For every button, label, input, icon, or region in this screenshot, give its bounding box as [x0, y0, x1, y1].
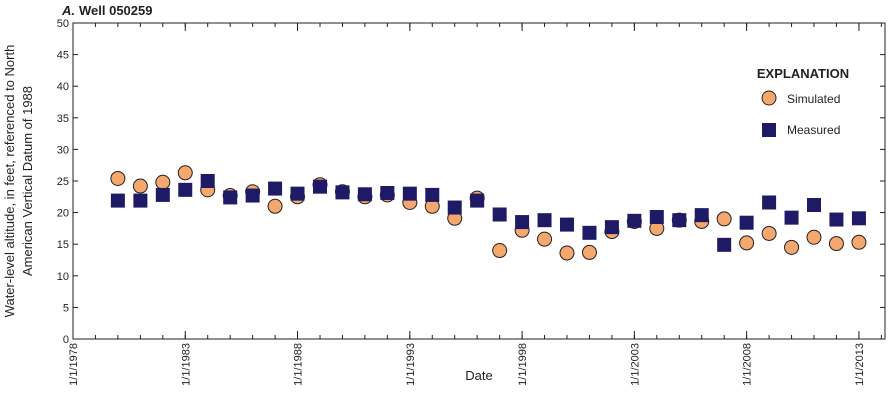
simulated-point: [177, 165, 193, 181]
y-tick-label: 10: [57, 271, 69, 283]
measured-point: [515, 215, 530, 230]
legend-title: EXPLANATION: [757, 66, 849, 81]
measured-point: [851, 211, 866, 226]
panel-label: A.: [61, 3, 75, 18]
measured-point: [492, 207, 507, 222]
y-tick-label: 35: [57, 113, 69, 125]
simulated-point: [739, 235, 755, 251]
x-tick-label: 1/1/2003: [629, 343, 641, 386]
x-axis-label: Date: [465, 368, 492, 383]
simulated-point: [110, 170, 126, 186]
simulated-point: [581, 244, 597, 260]
legend-marker-simulated: [761, 90, 777, 106]
measured-point: [762, 195, 777, 210]
chart-title: A. Well 050259: [61, 3, 152, 18]
measured-point: [739, 215, 754, 230]
x-tick-label: 1/1/2008: [742, 343, 754, 386]
measured-point: [357, 187, 372, 202]
measured-point: [425, 187, 440, 202]
measured-point: [178, 182, 193, 197]
y-tick-label: 50: [57, 18, 69, 30]
simulated-point: [267, 198, 283, 214]
x-tick-label: 1/1/1993: [405, 343, 417, 386]
measured-point: [447, 200, 462, 215]
measured-point: [402, 186, 417, 201]
simulated-point: [155, 174, 171, 190]
measured-point: [335, 185, 350, 200]
y-axis-label-line1: Water-level altitude, in feet, reference…: [2, 45, 17, 318]
measured-point: [672, 213, 687, 228]
simulated-point: [784, 239, 800, 255]
measured-point: [245, 188, 260, 203]
measured-point: [717, 237, 732, 252]
x-axis: 1/1/1978 1/1/1983 1/1/1988 1/1/1993 1/1/1998…: [68, 23, 882, 386]
measured-point: [829, 212, 844, 227]
y-tick-label: 15: [57, 239, 69, 251]
measured-point: [559, 217, 574, 232]
measured-point: [784, 210, 799, 225]
measured-point: [223, 190, 238, 205]
simulated-point: [492, 243, 508, 259]
measured-point: [290, 186, 305, 201]
measured-point: [694, 208, 709, 223]
y-axis-label-line2: American Vertical Datum of 1988: [20, 86, 35, 276]
legend-label-simulated: Simulated: [787, 92, 840, 106]
simulated-point: [761, 225, 777, 241]
y-tick-label: 40: [57, 81, 69, 93]
legend-label-measured: Measured: [787, 123, 840, 137]
measured-point: [627, 213, 642, 228]
simulated-point: [559, 245, 575, 261]
well-name: Well 050259: [79, 3, 152, 18]
x-tick-label: 1/1/1988: [293, 343, 305, 386]
x-tick-label: 1/1/2013: [854, 343, 866, 386]
y-tick-label: 30: [57, 144, 69, 156]
y-tick-label: 0: [63, 334, 69, 346]
y-tick-label: 5: [63, 302, 69, 314]
measured-point: [604, 220, 619, 235]
measured-point: [380, 186, 395, 201]
measured-point: [537, 213, 552, 228]
simulated-point: [716, 211, 732, 227]
measured-point: [806, 198, 821, 213]
simulated-point: [828, 236, 844, 252]
simulated-point: [851, 234, 867, 250]
measured-point: [110, 193, 125, 208]
simulated-point: [132, 178, 148, 194]
measured-point: [313, 179, 328, 194]
legend: EXPLANATION Simulated Measured: [750, 60, 862, 148]
measured-point: [133, 193, 148, 208]
legend-marker-measured: [762, 123, 776, 137]
measured-point: [200, 174, 215, 188]
measured-point: [649, 210, 664, 225]
x-tick-label: 1/1/1998: [517, 343, 529, 386]
y-tick-label: 20: [57, 208, 69, 220]
x-tick-label: 1/1/1983: [180, 343, 192, 386]
measured-point: [582, 225, 597, 240]
x-tick-label: 1/1/1978: [68, 343, 80, 386]
y-axis: 0 5 10 15 20 25 30 35 40 45 50: [57, 18, 885, 346]
series-simulated: [110, 165, 867, 261]
measured-point: [268, 181, 283, 196]
measured-point: [470, 193, 485, 208]
y-tick-label: 25: [57, 176, 69, 188]
y-tick-label: 45: [57, 50, 69, 62]
simulated-point: [537, 231, 553, 247]
measured-point: [155, 187, 170, 202]
series-measured: [110, 174, 866, 252]
simulated-point: [806, 229, 822, 245]
